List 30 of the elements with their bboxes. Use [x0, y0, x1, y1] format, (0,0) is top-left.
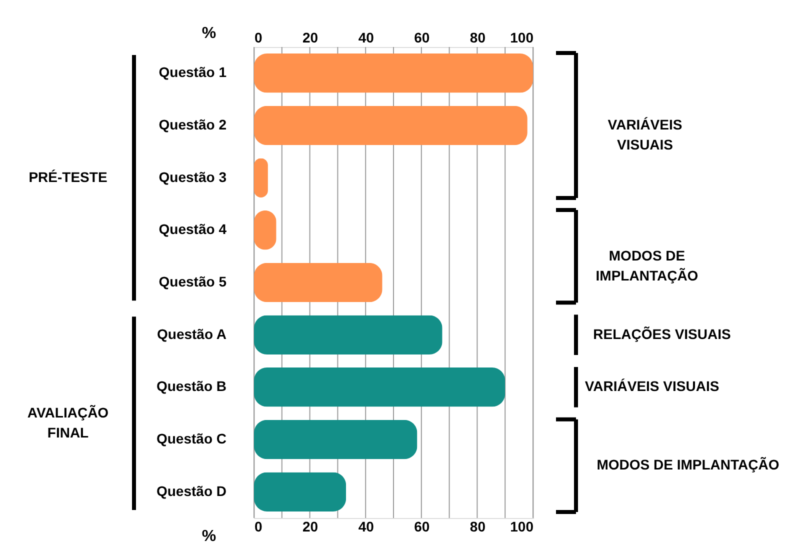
- text: VARIÁVEIS VISUAIS: [608, 116, 682, 152]
- text: VARIÁVEIS VISUAIS: [584, 378, 720, 394]
- y-tick-label: Questão C: [156, 430, 226, 446]
- y-tick-label: Questão B: [156, 378, 226, 394]
- x-tick-label: 100: [510, 30, 534, 46]
- y-tick-label: Questão 2: [158, 116, 227, 132]
- text: RELAÇÕES VISUAIS: [593, 326, 731, 342]
- x-axis-title: %: [202, 528, 216, 545]
- y-tick-label: Questão 1: [158, 64, 227, 80]
- x-tick-label: 20: [302, 30, 318, 46]
- x-tick-label: 40: [358, 30, 374, 46]
- x-tick-label: 60: [414, 30, 430, 46]
- y-tick-label: Questão 5: [158, 274, 227, 290]
- text: MODOS DE IMPLANTAÇÃO: [596, 247, 698, 284]
- x-tick-label: 80: [470, 30, 486, 46]
- x2-tick-label: 60: [414, 518, 430, 534]
- x2-tick-label: 20: [302, 518, 318, 534]
- text: AVALIAÇÃO FINAL: [27, 404, 109, 440]
- x2-tick-label: 40: [358, 518, 374, 534]
- y-tick-label: Questão 4: [158, 221, 227, 238]
- y-tick-label: Questão 3: [158, 168, 227, 185]
- x2-tick-label: 80: [470, 518, 486, 534]
- text: PRÉ-TESTE: [28, 168, 108, 185]
- x2-tick-label: 100: [510, 518, 534, 534]
- x-tick-label: 0: [254, 30, 262, 46]
- x2-tick-label: 0: [254, 518, 262, 534]
- x2-axis-title: %: [202, 25, 216, 42]
- y-tick-label: Questão A: [157, 326, 226, 342]
- text: MODOS DE IMPLANTAÇÃO: [596, 456, 780, 473]
- y-tick-label: Questão D: [156, 482, 226, 499]
